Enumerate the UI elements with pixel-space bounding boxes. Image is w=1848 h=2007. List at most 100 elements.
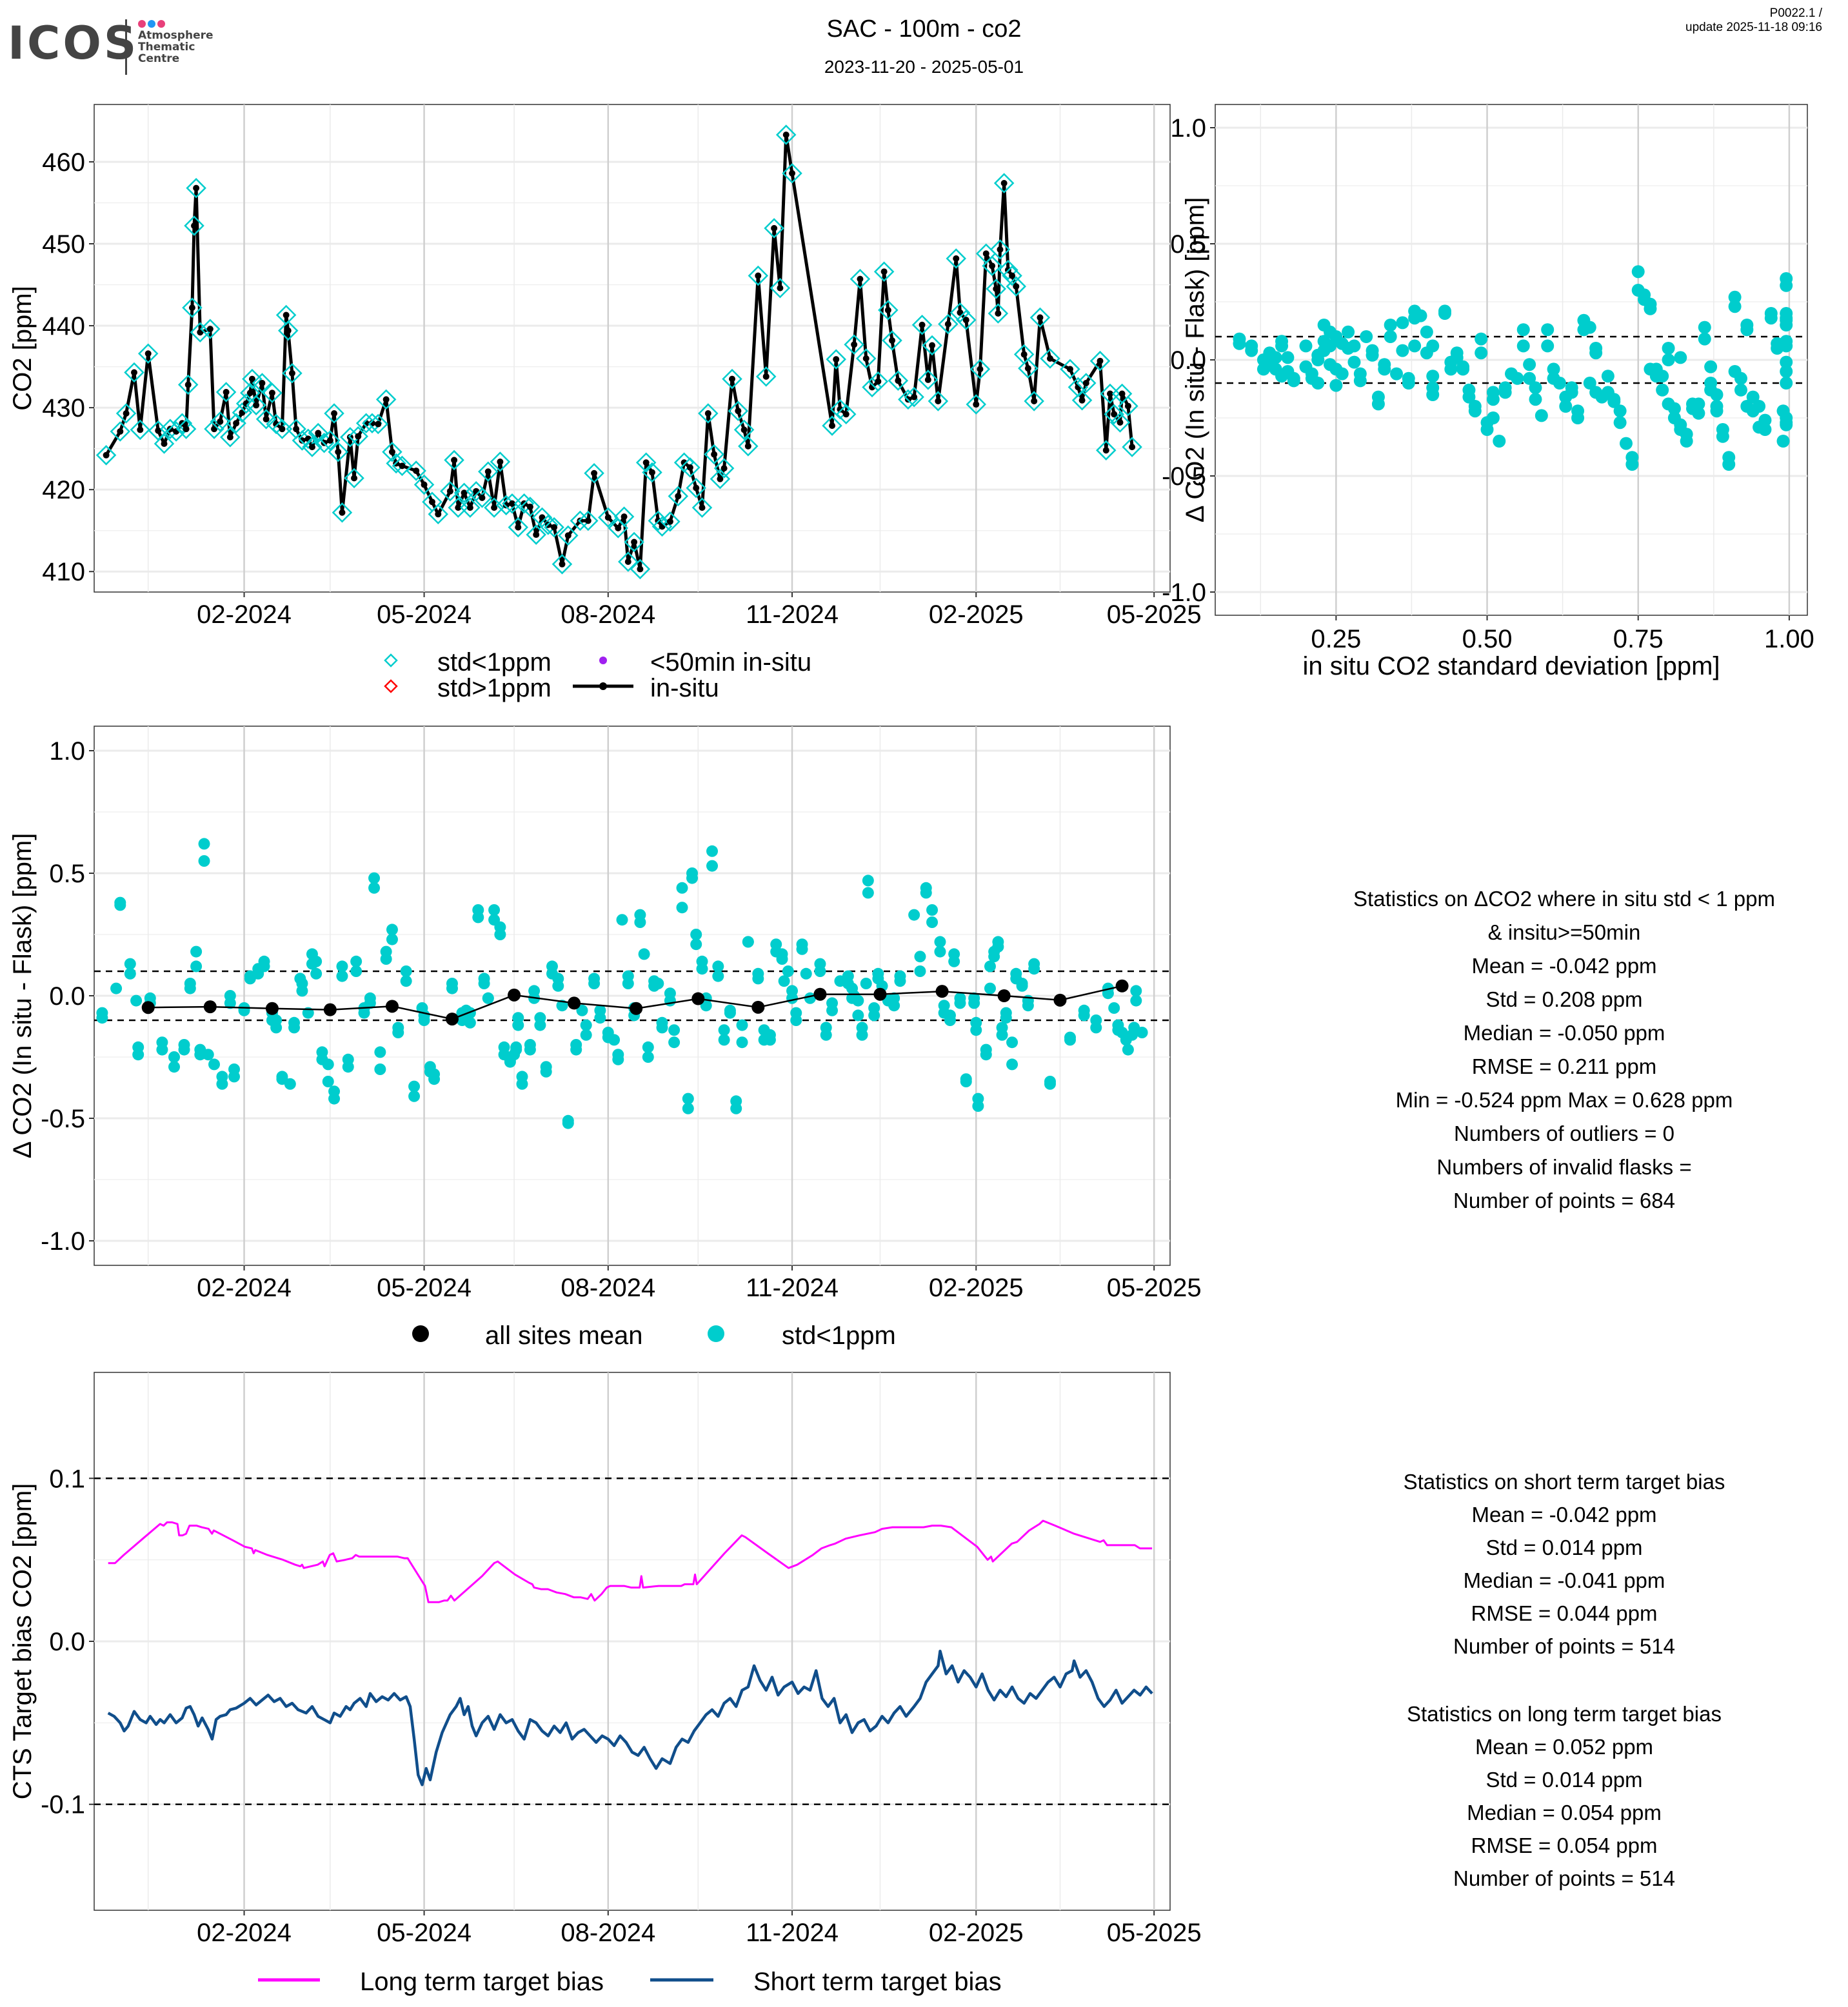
- y-tick-label: 410: [42, 558, 85, 586]
- flask-point: [210, 411, 231, 432]
- insitu-point: [233, 420, 240, 427]
- scatter-point: [1287, 371, 1300, 385]
- insitu-point: [1097, 357, 1104, 364]
- insitu-point: [1000, 179, 1008, 186]
- scatter-point: [984, 982, 996, 994]
- x-tick-label: 11-2024: [746, 600, 839, 629]
- scatter-point: [1486, 411, 1500, 424]
- scatter-point: [664, 994, 676, 1007]
- insitu-point: [675, 493, 682, 500]
- scatter-point: [124, 958, 136, 970]
- flask-point: [722, 368, 742, 390]
- scatter-point: [1078, 1004, 1090, 1016]
- flask-point: [186, 177, 206, 199]
- flask-point: [115, 403, 137, 424]
- insitu-point: [335, 448, 342, 455]
- scatter-point: [676, 882, 688, 894]
- x-tick-label: 02-2024: [197, 1919, 292, 1947]
- scatter-point: [374, 1046, 386, 1058]
- legend-label: std<1ppm: [782, 1321, 896, 1350]
- scatter-point: [1619, 437, 1633, 450]
- flask-point: [154, 433, 175, 454]
- insitu-point: [681, 459, 688, 466]
- scatter-point: [524, 1043, 536, 1056]
- insitu-point: [857, 275, 864, 282]
- scatter-point: [1486, 393, 1500, 406]
- x-tick-label: 02-2025: [929, 1919, 1024, 1947]
- insitu-point: [293, 426, 300, 433]
- scatter-point: [288, 1022, 301, 1034]
- flask-point: [95, 445, 117, 466]
- flask-point: [110, 421, 131, 442]
- flask-point: [660, 511, 681, 532]
- scatter-point: [988, 951, 1000, 963]
- scatter-point: [1541, 339, 1555, 353]
- legend-label: std>1ppm: [437, 674, 551, 702]
- flask-point: [946, 248, 967, 269]
- scatter-point: [1780, 377, 1793, 390]
- scatter-point: [868, 1009, 880, 1022]
- scatter-point: [616, 914, 628, 926]
- legend-key: [599, 657, 607, 664]
- scatter-point: [706, 860, 719, 872]
- scatter-point: [1710, 404, 1724, 418]
- insitu-point: [268, 390, 275, 397]
- insitu-point: [1046, 355, 1053, 362]
- page-title: SAC - 100m - co2: [826, 15, 1022, 43]
- insitu-point: [777, 284, 784, 292]
- flask-point: [630, 559, 651, 580]
- scatter-point: [1390, 367, 1404, 381]
- y-tick-label: 0.5: [49, 860, 85, 888]
- insitu-point: [226, 433, 233, 440]
- long-term-stats-panel: Statistics on long term target bias Mean…: [1238, 1697, 1848, 1895]
- stats-rmse: RMSE = 0.054 ppm: [1471, 1834, 1658, 1857]
- legend-label: in-situ: [650, 674, 719, 702]
- legend-label: all sites mean: [485, 1321, 643, 1350]
- scatter-point: [1000, 1012, 1012, 1024]
- scatter-point: [1311, 377, 1325, 390]
- flask-point: [226, 413, 246, 434]
- mean-point: [997, 989, 1011, 1002]
- scatter-point: [656, 1016, 668, 1029]
- insitu-point: [642, 459, 650, 466]
- x-tick-label: 05-2025: [1107, 600, 1202, 629]
- scatter-point: [540, 1065, 552, 1078]
- flask-point: [1002, 265, 1022, 286]
- scatter-point: [652, 978, 664, 989]
- scatter-point: [1347, 339, 1361, 353]
- scatter-point: [970, 1024, 982, 1036]
- scatter-point: [862, 875, 874, 887]
- scatter-point: [1644, 302, 1657, 315]
- scatter-point: [168, 1051, 181, 1063]
- flask-point: [375, 389, 397, 410]
- insitu-point: [502, 502, 510, 509]
- flask-point: [598, 507, 619, 528]
- insitu-point: [383, 396, 390, 403]
- scatter-point: [528, 985, 541, 997]
- insitu-point: [880, 268, 888, 275]
- flask-point: [428, 504, 449, 525]
- insitu-point: [279, 426, 286, 433]
- scatter-point: [736, 1036, 748, 1049]
- scatter-point: [1529, 381, 1542, 395]
- scatter-point: [194, 1049, 206, 1061]
- y-tick-label: -0.5: [41, 1105, 85, 1133]
- flask-point: [175, 419, 197, 439]
- insitu-point: [624, 558, 631, 565]
- y-axis-label: Δ CO2 (In situ - Flask) [ppm]: [1181, 197, 1209, 523]
- insitu-point: [246, 390, 253, 397]
- flask-point: [713, 458, 735, 479]
- flask-point: [1076, 373, 1097, 393]
- scatter-point: [1547, 362, 1560, 376]
- x-tick-label: 05-2024: [377, 1919, 472, 1947]
- scatter-point: [1420, 325, 1433, 339]
- co2-timeseries-chart: [89, 104, 1171, 597]
- scatter-point: [712, 960, 724, 973]
- scatter-point: [258, 960, 270, 973]
- insitu-point: [631, 539, 638, 546]
- y-tick-label: 1.0: [1170, 114, 1206, 143]
- flask-point: [348, 426, 369, 447]
- flask-point: [220, 427, 241, 448]
- flask-point: [413, 474, 435, 495]
- flask-point: [835, 404, 857, 425]
